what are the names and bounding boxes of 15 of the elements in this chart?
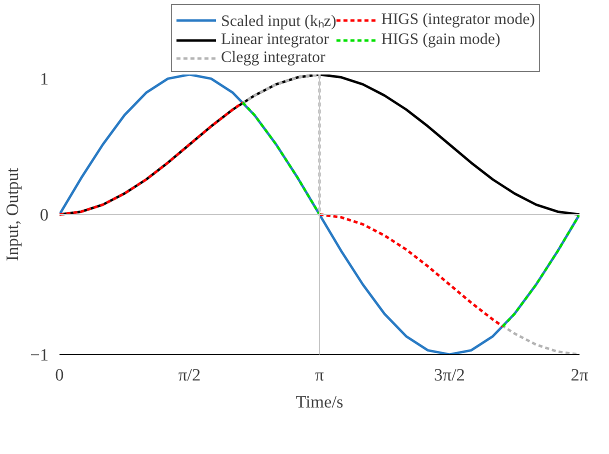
y-axis-title: Input, Output [3, 168, 22, 262]
x-tick-label: π/2 [178, 366, 201, 384]
x-tick-label: 2π [570, 366, 588, 384]
legend-label: HIGS (integrator mode) [381, 11, 535, 29]
legend-label: HIGS (gain mode) [381, 31, 500, 49]
x-tick-label: 3π/2 [434, 366, 465, 384]
legend-label: Linear integrator [220, 31, 329, 49]
legend-label: Clegg integrator [220, 49, 326, 67]
y-tick-label: −1 [30, 346, 48, 364]
x-axis-title: Time/s [296, 392, 344, 412]
y-tick-label: 0 [40, 206, 49, 224]
x-tick-label: 0 [55, 366, 64, 384]
legend-label: Scaled input (kₕz) [220, 12, 336, 31]
y-tick-label: 1 [40, 70, 49, 88]
x-tick-label: π [315, 366, 324, 384]
